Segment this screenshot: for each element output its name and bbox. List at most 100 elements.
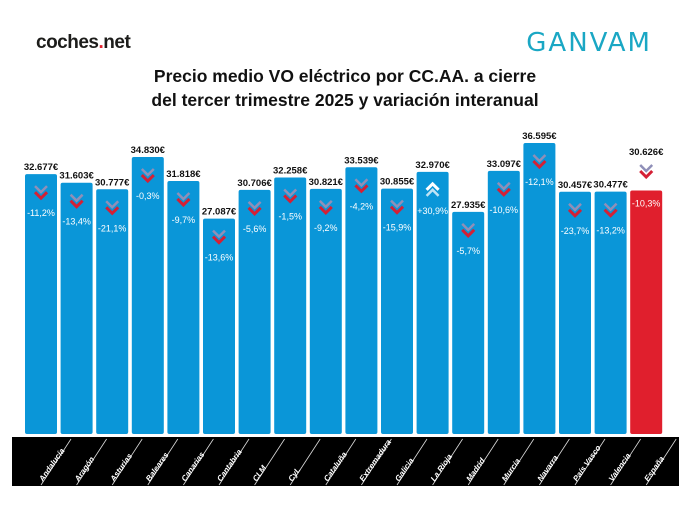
bar-13: [487, 170, 520, 434]
band-divider: [361, 438, 392, 486]
down-arrow-icon: [389, 205, 405, 215]
band-divider: [467, 438, 499, 486]
down-arrow-icon: [34, 185, 48, 194]
band-divider: [325, 438, 357, 486]
down-arrow-icon: [69, 199, 84, 209]
value-label: 32.970€: [415, 160, 450, 171]
down-arrow-icon: [318, 205, 333, 216]
down-arrow-icon: [318, 200, 333, 209]
cochesnet-logo: coches.net: [36, 32, 131, 53]
down-arrow-icon: [354, 184, 369, 194]
variation-label: -10,3%: [632, 198, 661, 208]
down-arrow-icon: [247, 200, 262, 210]
variation-label: -11,2%: [27, 208, 55, 218]
bar-3: [131, 157, 164, 435]
category-band: [12, 437, 679, 486]
down-arrow-icon: [532, 159, 547, 170]
band-divider: [183, 438, 214, 486]
down-arrow-icon: [496, 181, 511, 191]
band-divider: [111, 438, 143, 486]
bar-4: [167, 180, 200, 434]
down-arrow-icon: [211, 235, 227, 245]
band-divider: [539, 438, 570, 486]
down-arrow-icon: [568, 202, 582, 212]
down-arrow-icon: [33, 191, 49, 201]
value-label: 30.457€: [558, 180, 593, 191]
title-line-1: Precio medio VO eléctrico por CC.AA. a c…: [153, 66, 537, 86]
value-label: 30.777€: [95, 177, 130, 188]
band-divider: [289, 438, 321, 486]
band-divider: [645, 438, 677, 486]
value-label: 30.706€: [237, 178, 272, 189]
bar-9: [345, 167, 378, 434]
value-label: 32.258€: [273, 165, 308, 176]
bar-11: [416, 171, 449, 434]
value-label: 30.821€: [309, 177, 344, 188]
bar-7: [274, 177, 307, 434]
down-arrow-icon: [283, 194, 298, 204]
down-arrow-icon: [105, 200, 120, 210]
down-arrow-icon: [105, 206, 120, 216]
value-label: 32.677€: [24, 162, 59, 173]
down-arrow-icon: [567, 208, 583, 218]
down-arrow-icon: [603, 208, 618, 218]
band-divider: [218, 438, 250, 486]
bar-8: [309, 188, 342, 434]
band-divider: [396, 438, 428, 486]
variation-label: -12,1%: [525, 177, 554, 187]
bar-15: [559, 191, 591, 434]
down-arrow-icon: [639, 164, 654, 173]
variation-label: -5,7%: [456, 246, 480, 256]
down-arrow-icon: [212, 229, 226, 239]
bar-10: [381, 188, 413, 434]
down-arrow-icon: [283, 188, 298, 198]
band-divider: [432, 438, 463, 486]
title-line-2: del tercer trimestre 2025 y variación in…: [151, 90, 539, 110]
down-arrow-icon: [176, 197, 191, 208]
bar-0: [25, 174, 57, 434]
band-divider: [254, 438, 285, 486]
down-arrow-icon: [354, 178, 369, 188]
band-divider: [574, 438, 606, 486]
variation-label: -13,4%: [62, 217, 91, 227]
bar-17: [630, 190, 663, 434]
down-arrow-icon: [140, 168, 155, 177]
variation-label: -13,6%: [205, 253, 234, 263]
down-arrow-icon: [69, 193, 84, 203]
value-label: 34.830€: [131, 145, 166, 156]
value-label: 27.087€: [202, 207, 237, 218]
value-label: 30.855€: [380, 177, 415, 188]
ganvam-logo: GANVAM: [526, 28, 652, 58]
bar-1: [60, 182, 93, 434]
down-arrow-icon: [390, 199, 404, 209]
bar-2: [96, 189, 129, 434]
variation-label: -0,3%: [136, 191, 160, 201]
down-arrow-icon: [461, 222, 476, 232]
down-arrow-icon: [461, 228, 476, 238]
variation-label: -23,7%: [561, 226, 590, 236]
value-label: 30.477€: [593, 180, 628, 191]
bar-16: [594, 191, 627, 434]
variation-label: -1,5%: [278, 211, 302, 221]
value-label: 33.539€: [344, 155, 379, 166]
bar-14: [523, 143, 556, 434]
down-arrow-icon: [247, 206, 262, 216]
value-label: 30.626€: [629, 147, 664, 158]
variation-label: -9,2%: [314, 223, 338, 233]
variation-label: -10,6%: [490, 205, 519, 215]
band-divider: [503, 438, 535, 486]
value-label: 31.603€: [59, 171, 94, 182]
up-arrow-icon: [425, 181, 440, 191]
value-label: 27.935€: [451, 200, 486, 211]
value-label: 36.595€: [522, 131, 557, 142]
band-divider: [76, 438, 107, 486]
band-divider: [40, 438, 72, 486]
variation-label: -9,7%: [172, 215, 196, 225]
variation-label: +30,9%: [417, 206, 448, 216]
variation-label: -15,9%: [383, 223, 412, 233]
bar-5: [203, 218, 235, 434]
band-divider: [610, 438, 641, 486]
down-arrow-icon: [176, 192, 191, 201]
